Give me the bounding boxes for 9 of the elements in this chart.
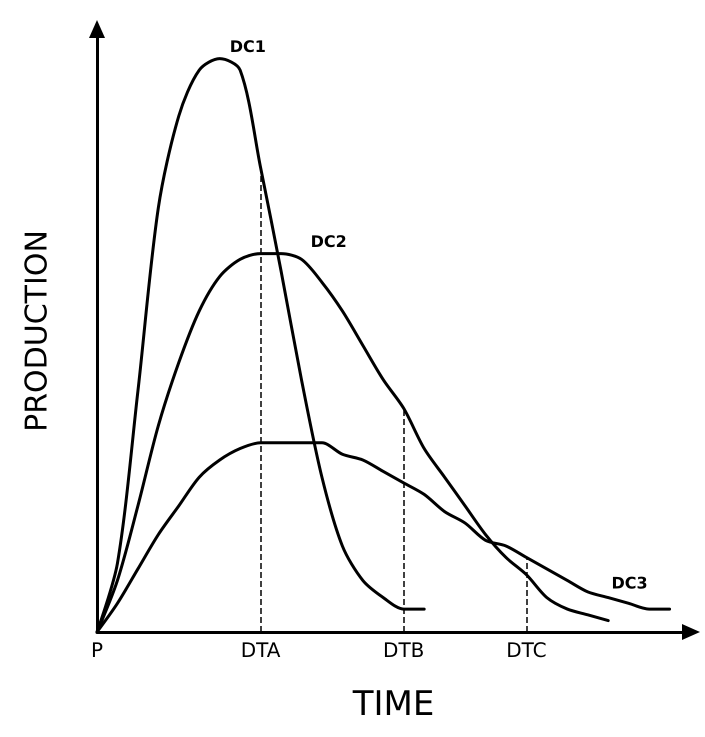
- x-axis-title: TIME: [352, 684, 434, 724]
- x-tick-label: DTA: [240, 638, 281, 662]
- x-tick-label: DTC: [506, 638, 547, 662]
- y-axis-title: PRODUCTION: [20, 230, 54, 432]
- series-label: DC2: [310, 232, 347, 252]
- series-label: DC3: [611, 574, 648, 593]
- series-label: DC1: [230, 37, 266, 56]
- x-tick-label: P: [90, 638, 104, 662]
- x-tick-label: DTB: [383, 638, 424, 662]
